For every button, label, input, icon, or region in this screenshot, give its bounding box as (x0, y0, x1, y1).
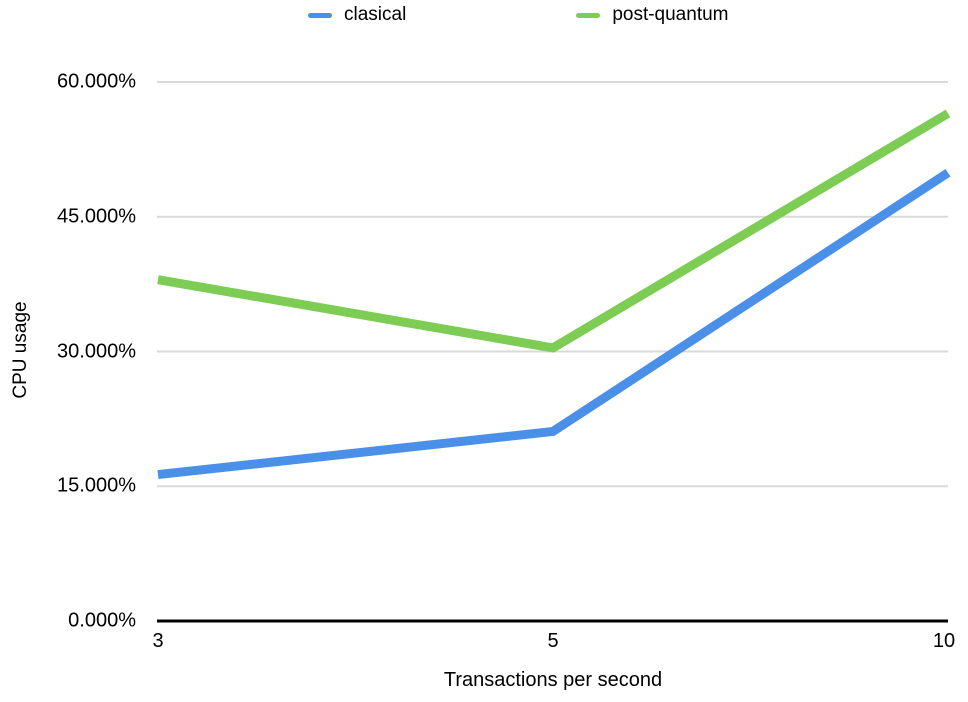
legend-item-post-quantum: post-quantum (576, 2, 729, 28)
legend-swatch-icon (576, 12, 601, 18)
legend-swatch-icon (308, 12, 332, 18)
y-tick-label: 30.000% (57, 340, 136, 362)
legend: clasical post-quantum (308, 2, 729, 28)
x-axis-title: Transactions per second (443, 669, 663, 691)
y-tick-label: 15.000% (57, 474, 136, 497)
legend-item-clasical: clasical (308, 2, 406, 28)
y-tick-label: 60.000% (57, 70, 136, 93)
x-tick-label: 3 (152, 630, 164, 652)
y-tick-label: 45.000% (57, 205, 136, 228)
legend-label: post-quantum (612, 4, 729, 25)
x-tick-label: 10 (932, 630, 956, 652)
legend-label: clasical (344, 4, 407, 25)
y-tick-label: 0.000% (68, 609, 136, 632)
x-tick-label: 5 (547, 630, 559, 652)
series-line-clasical (157, 168, 951, 480)
series-line-post-quantum (157, 109, 951, 353)
